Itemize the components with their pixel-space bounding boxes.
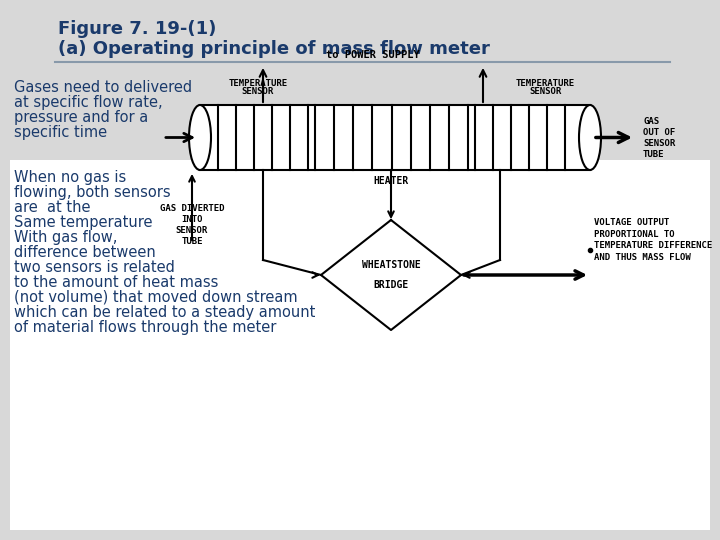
- Text: pressure and for a: pressure and for a: [14, 110, 148, 125]
- Text: difference between: difference between: [14, 245, 156, 260]
- Text: BRIDGE: BRIDGE: [374, 280, 409, 290]
- Text: SENSOR: SENSOR: [529, 87, 561, 96]
- Text: GAS DIVERTED
INTO
SENSOR
TUBE: GAS DIVERTED INTO SENSOR TUBE: [160, 204, 224, 246]
- Text: specific time: specific time: [14, 125, 107, 140]
- Text: to the amount of heat mass: to the amount of heat mass: [14, 275, 218, 290]
- Text: Same temperature: Same temperature: [14, 215, 153, 230]
- FancyBboxPatch shape: [10, 160, 710, 530]
- Ellipse shape: [189, 105, 211, 170]
- Text: WHEATSTONE: WHEATSTONE: [361, 260, 420, 270]
- Text: two sensors is related: two sensors is related: [14, 260, 175, 275]
- Polygon shape: [321, 220, 461, 330]
- Text: GAS
OUT OF
SENSOR
TUBE: GAS OUT OF SENSOR TUBE: [643, 117, 675, 159]
- Text: are  at the: are at the: [14, 200, 91, 215]
- Text: With gas flow,: With gas flow,: [14, 230, 117, 245]
- Text: TEMPERATURE: TEMPERATURE: [516, 79, 575, 88]
- Text: TEMPERATURE: TEMPERATURE: [228, 79, 287, 88]
- Text: (not volume) that moved down stream: (not volume) that moved down stream: [14, 290, 297, 305]
- FancyBboxPatch shape: [200, 105, 590, 170]
- Text: at specific flow rate,: at specific flow rate,: [14, 95, 163, 110]
- Text: to POWER SUPPLY: to POWER SUPPLY: [326, 50, 420, 60]
- Text: HEATER: HEATER: [374, 176, 409, 186]
- Ellipse shape: [579, 105, 601, 170]
- Text: (a) Operating principle of mass flow meter: (a) Operating principle of mass flow met…: [58, 40, 490, 58]
- Text: VOLTAGE OUTPUT
PROPORTIONAL TO
TEMPERATURE DIFFERENCE
AND THUS MASS FLOW: VOLTAGE OUTPUT PROPORTIONAL TO TEMPERATU…: [594, 218, 712, 262]
- Text: When no gas is: When no gas is: [14, 170, 126, 185]
- Text: which can be related to a steady amount: which can be related to a steady amount: [14, 305, 315, 320]
- Text: SENSOR: SENSOR: [242, 87, 274, 96]
- Text: Figure 7. 19-(1): Figure 7. 19-(1): [58, 20, 217, 38]
- Text: flowing, both sensors: flowing, both sensors: [14, 185, 171, 200]
- Text: of material flows through the meter: of material flows through the meter: [14, 320, 276, 335]
- Text: Gases need to delivered: Gases need to delivered: [14, 80, 192, 95]
